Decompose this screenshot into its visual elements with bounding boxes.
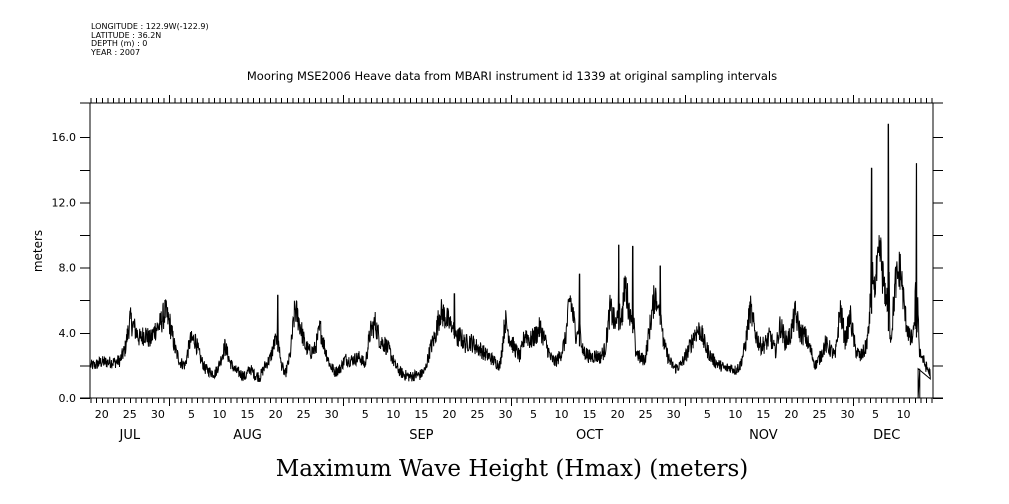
- y-tick-label: 8.0: [59, 262, 77, 275]
- depth-label: DEPTH (m) : 0: [91, 39, 148, 48]
- y-axis-title: meters: [31, 230, 45, 272]
- hmax-series-line: [90, 123, 931, 399]
- y-tick-label: 12.0: [52, 196, 77, 209]
- x-tick-label: 20: [784, 408, 798, 421]
- x-tick-label: 15: [241, 408, 255, 421]
- x-tick-label: 20: [611, 408, 625, 421]
- x-tick-label: 25: [470, 408, 484, 421]
- x-tick-label: 25: [639, 408, 653, 421]
- x-tick-label: 5: [188, 408, 195, 421]
- x-tick-label: 10: [213, 408, 227, 421]
- month-label: NOV: [749, 428, 778, 443]
- x-tick-label: 10: [386, 408, 400, 421]
- x-tick-label: 5: [872, 408, 879, 421]
- month-label: DEC: [873, 428, 900, 443]
- latitude-label: LATITUDE : 36.2N: [91, 30, 162, 40]
- x-tick-label: 15: [583, 408, 597, 421]
- chart-title: Mooring MSE2006 Heave data from MBARI in…: [247, 69, 777, 83]
- x-tick-label: 10: [897, 408, 911, 421]
- x-tick-label: 30: [840, 408, 854, 421]
- month-label: OCT: [576, 428, 603, 443]
- x-tick-label: 10: [728, 408, 742, 421]
- y-tick-label: 0.0: [59, 392, 77, 405]
- month-label: JUL: [119, 428, 141, 443]
- x-tick-label: 15: [756, 408, 770, 421]
- x-tick-label: 30: [151, 408, 165, 421]
- x-tick-label: 20: [442, 408, 456, 421]
- x-tick-label: 5: [362, 408, 369, 421]
- x-tick-label: 5: [704, 408, 711, 421]
- y-tick-label: 4.0: [59, 327, 77, 340]
- x-tick-label: 5: [530, 408, 537, 421]
- x-tick-label: 25: [297, 408, 311, 421]
- x-tick-label: 20: [269, 408, 283, 421]
- y-tick-label: 16.0: [52, 131, 77, 144]
- longitude-label: LONGITUDE : 122.9W(-122.9): [91, 22, 209, 31]
- x-tick-label: 30: [667, 408, 681, 421]
- x-tick-label: 20: [95, 408, 109, 421]
- month-label: SEP: [409, 428, 433, 443]
- x-tick-label: 25: [812, 408, 826, 421]
- x-tick-label: 10: [555, 408, 569, 421]
- x-tick-label: 15: [414, 408, 428, 421]
- month-label: AUG: [233, 428, 261, 443]
- year-label: YEAR : 2007: [91, 47, 141, 57]
- x-tick-label: 25: [123, 408, 137, 421]
- x-tick-label: 30: [325, 408, 339, 421]
- x-tick-label: 30: [498, 408, 512, 421]
- x-axis-title: Maximum Wave Height (Hmax) (meters): [276, 456, 749, 482]
